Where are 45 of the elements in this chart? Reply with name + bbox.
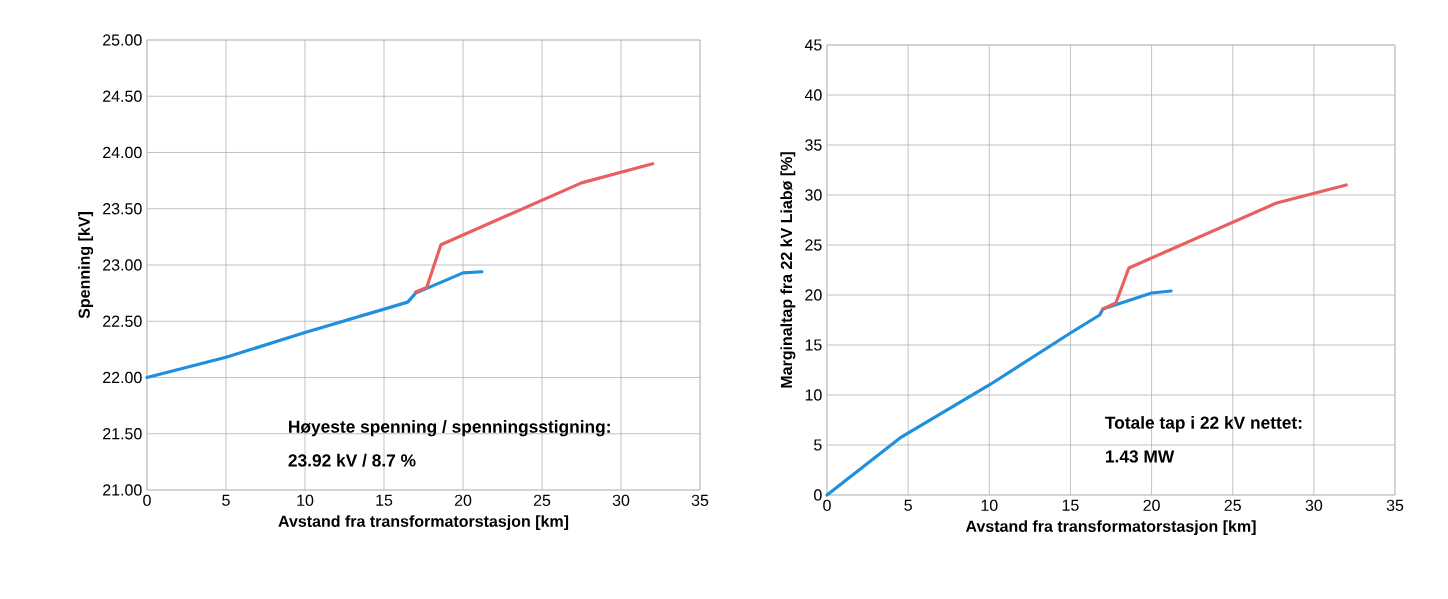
line-series — [414, 162, 655, 294]
x-tick-label: 0 — [823, 499, 831, 512]
x-tick-label: 35 — [691, 494, 709, 507]
x-tick-label: 10 — [297, 494, 314, 507]
x-tick-label: 10 — [981, 499, 998, 512]
x-tick-label: 5 — [904, 499, 912, 511]
y-tick-label: 5 — [814, 439, 822, 451]
y-tick-label: 23.00 — [103, 259, 142, 271]
x-tick-label: 15 — [1062, 499, 1079, 511]
x-tick-label: 30 — [1305, 499, 1323, 512]
y-tick-label: 40 — [804, 89, 822, 101]
x-tick-label: 20 — [454, 494, 472, 507]
y-tick-label: 45 — [804, 39, 822, 51]
x-tick-label: 30 — [612, 494, 630, 507]
x-tick-label: 15 — [376, 494, 393, 506]
x-tick-label: 0 — [143, 494, 151, 507]
annotation: 23.92 kV / 8.7 % — [288, 453, 416, 467]
y-tick-label: 30 — [805, 189, 822, 201]
x-axis-title: Avstand fra transformatorstasjon [km] — [965, 520, 1256, 536]
y-tick-label: 20 — [805, 289, 822, 301]
y-axis-title: Marginaltap fra 22 kV Liabø [%] — [780, 152, 796, 388]
x-tick-label: 25 — [533, 494, 551, 507]
y-tick-label: 22.00 — [103, 371, 142, 384]
y-tick-label: 15 — [805, 339, 822, 351]
y-tick-label: 25.00 — [103, 34, 142, 46]
y-tick-label: 21.50 — [103, 428, 142, 440]
line-series — [1101, 183, 1348, 311]
annotation: 1.43 MW — [1105, 450, 1175, 463]
x-tick-label: 25 — [1224, 499, 1241, 512]
x-tick-label: 35 — [1386, 499, 1404, 512]
x-tick-label: 20 — [1143, 499, 1160, 512]
y-tick-label: 21.00 — [103, 484, 142, 496]
y-tick-label: 24.00 — [103, 146, 142, 159]
line-series — [145, 270, 484, 380]
annotation: Totale tap i 22 kV nettet: — [1105, 416, 1302, 433]
y-tick-label: 10 — [805, 389, 822, 401]
y-axis-title: Spenning [kV] — [78, 212, 94, 319]
x-axis-title: Avstand fra transformatorstasjon [km] — [278, 515, 569, 531]
x-tick-label: 5 — [222, 494, 230, 506]
y-tick-label: 35 — [805, 139, 822, 151]
y-tick-label: 23.50 — [103, 203, 142, 215]
y-tick-label: 22.50 — [103, 315, 142, 327]
annotation: Høyeste spenning / spenningsstigning: — [289, 420, 610, 437]
y-tick-label: 25 — [805, 239, 822, 251]
y-tick-label: 24.50 — [103, 90, 142, 102]
